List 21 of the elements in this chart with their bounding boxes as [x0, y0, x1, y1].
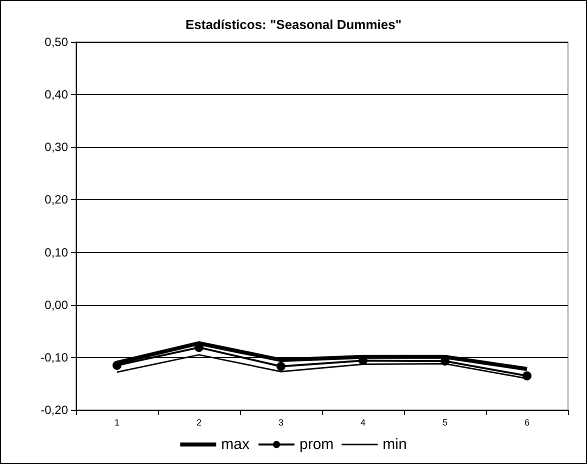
legend-label: prom	[299, 436, 334, 453]
x-tick-label: 2	[196, 418, 202, 428]
x-tick-label: 1	[114, 418, 120, 428]
y-tick-label: 0,00	[44, 298, 68, 312]
y-tick-label: 0,10	[44, 245, 68, 260]
chart-title: Estadísticos: "Seasonal Dummies"	[185, 17, 402, 32]
legend-label: min	[382, 436, 407, 453]
y-tick-label: -0,20	[40, 403, 68, 417]
x-tick-label: 4	[360, 418, 366, 428]
x-tick-label: 5	[442, 418, 448, 428]
point	[112, 360, 122, 370]
legend-label: max	[221, 436, 250, 453]
x-tick-label: 3	[278, 418, 284, 428]
y-tick-label: 0,40	[44, 88, 68, 102]
point	[276, 362, 286, 371]
y-tick-label: 0,30	[44, 140, 68, 154]
point	[522, 371, 532, 380]
x-tick-label: 6	[524, 418, 530, 428]
y-tick-label: -0,10	[40, 350, 68, 364]
y-tick-label: 0,20	[44, 192, 68, 207]
y-tick-label: 0,50	[44, 35, 68, 49]
